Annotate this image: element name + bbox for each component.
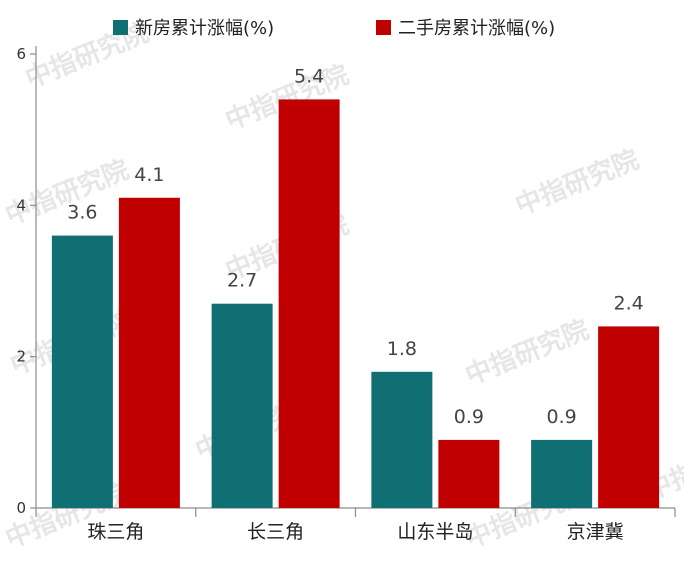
bar xyxy=(51,235,113,508)
data-label: 2.7 xyxy=(227,270,257,292)
x-category-label: 珠三角 xyxy=(87,521,144,543)
x-category-label: 长三角 xyxy=(247,521,304,543)
bar xyxy=(278,99,340,509)
data-label: 2.4 xyxy=(614,292,644,314)
watermark-text: 中指研究院 xyxy=(21,17,153,94)
y-tick-label: 0 xyxy=(16,499,26,517)
x-category-label: 山东半岛 xyxy=(397,521,473,543)
labels: 3.6 2.7 1.8 0.9 4.1 5.4 0.9 2.4 xyxy=(67,65,644,428)
legend-label: 新房累计涨幅(%) xyxy=(135,18,274,39)
legend-label: 二手房累计涨幅(%) xyxy=(398,18,555,39)
bars xyxy=(51,99,660,509)
legend: 新房累计涨幅(%) 二手房累计涨幅(%) xyxy=(113,18,555,39)
data-label: 3.6 xyxy=(67,202,97,224)
data-label: 1.8 xyxy=(387,338,417,360)
data-label: 0.9 xyxy=(454,406,484,428)
x-category-label: 京津冀 xyxy=(567,521,624,543)
data-label: 4.1 xyxy=(134,164,164,186)
legend-swatch xyxy=(376,20,391,35)
y-tick-label: 2 xyxy=(16,348,26,366)
data-label: 0.9 xyxy=(547,406,577,428)
legend-swatch xyxy=(113,20,128,35)
data-label: 5.4 xyxy=(294,65,324,87)
bar xyxy=(438,439,500,508)
y-tick-label: 6 xyxy=(16,45,26,63)
watermark-text: 中指研究院 xyxy=(461,314,593,391)
watermark-text: 中指研究院 xyxy=(511,144,643,221)
bar xyxy=(118,197,180,508)
bar xyxy=(371,371,433,508)
bar xyxy=(598,326,660,508)
bar xyxy=(531,439,593,508)
y-tick-label: 4 xyxy=(16,196,26,214)
bar xyxy=(211,303,273,508)
